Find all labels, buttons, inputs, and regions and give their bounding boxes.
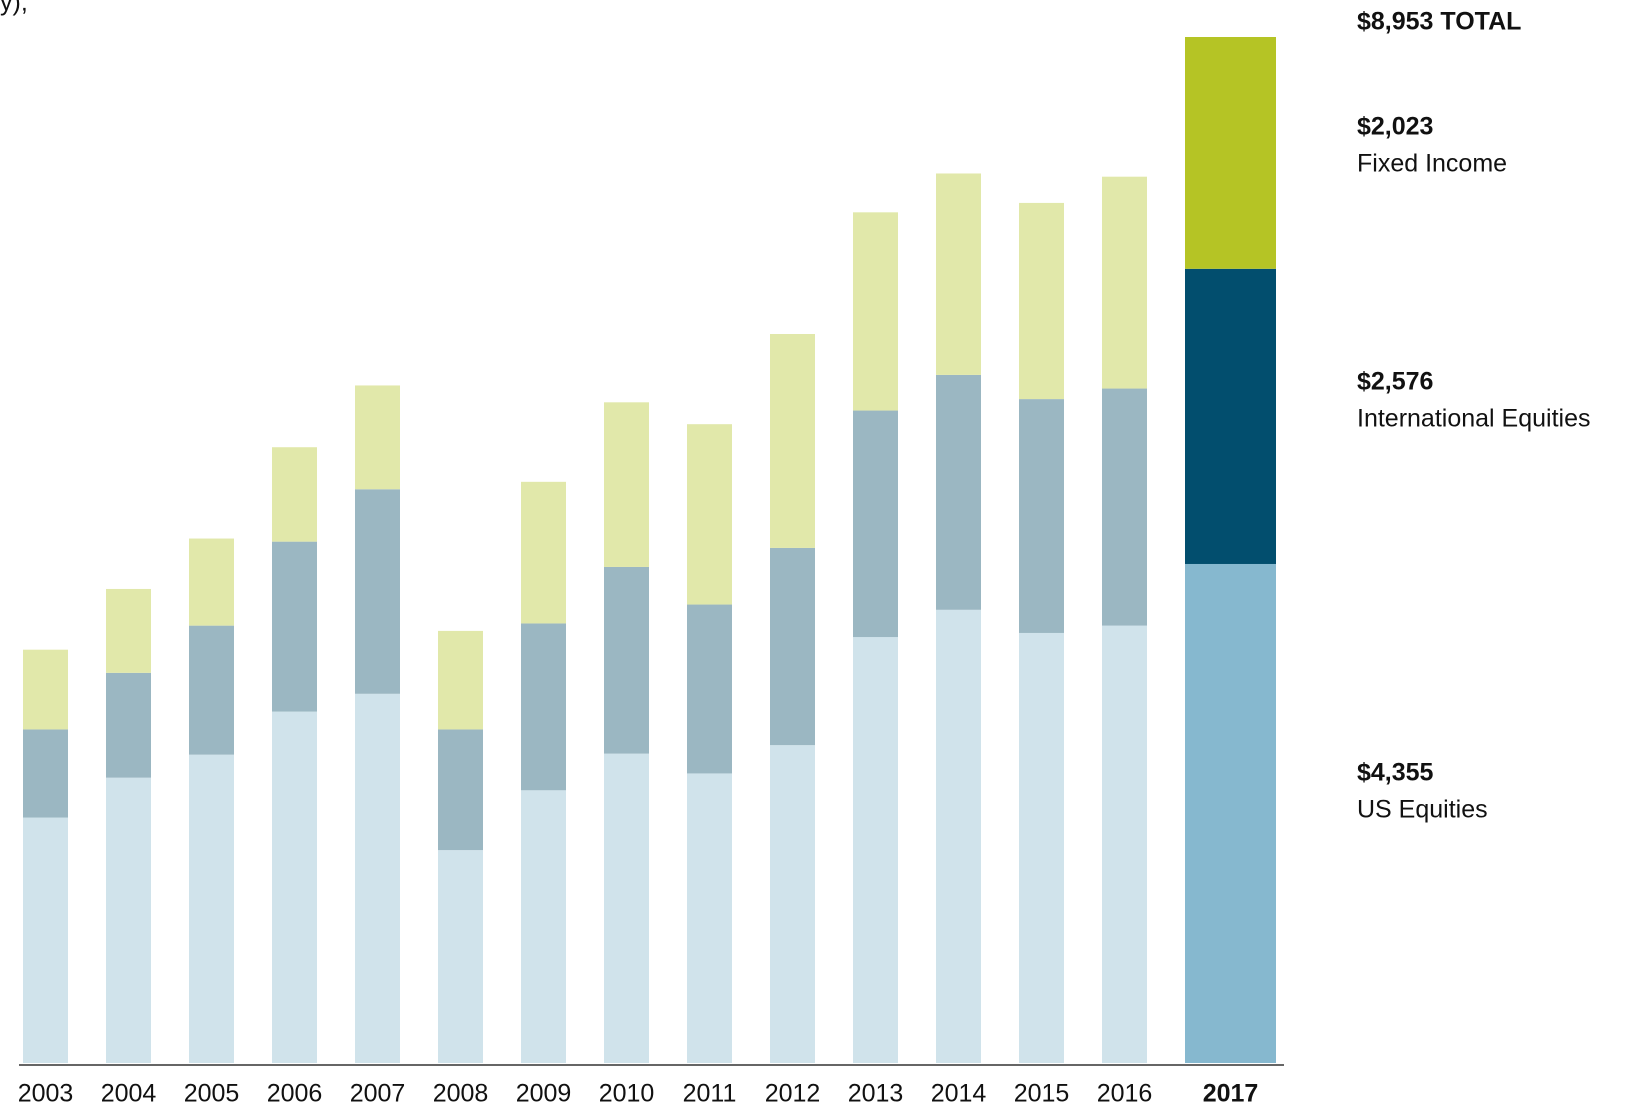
- x-tick-label: 2006: [267, 1080, 323, 1108]
- legend-label: International Equities: [1357, 405, 1590, 433]
- bar-segment: [521, 623, 566, 791]
- x-tick-label: 2003: [18, 1080, 74, 1108]
- bar-segment: [272, 447, 317, 542]
- bar-segment: [106, 672, 151, 778]
- x-tick-label: 2014: [931, 1080, 987, 1108]
- bar-segment: [687, 424, 732, 605]
- bar-segment: [1185, 37, 1276, 269]
- bar-segment: [604, 566, 649, 754]
- x-tick-label: 2013: [848, 1080, 904, 1108]
- bar-segment: [438, 729, 483, 851]
- bar-segment: [438, 630, 483, 730]
- legend-label: Fixed Income: [1357, 150, 1507, 178]
- bar-segment: [189, 754, 234, 1063]
- bar-segment: [770, 745, 815, 1063]
- x-tick-label: 2010: [599, 1080, 655, 1108]
- bar-segment: [1019, 399, 1064, 633]
- bar-segment: [23, 817, 68, 1063]
- bar-segment: [355, 489, 400, 694]
- legend-label: US Equities: [1357, 796, 1488, 824]
- bar-segment: [1102, 625, 1147, 1063]
- bar-segment: [1185, 268, 1276, 564]
- bar-segment: [604, 402, 649, 567]
- bar-segment: [770, 547, 815, 746]
- x-tick-label: 2005: [184, 1080, 240, 1108]
- value-label: $2,576: [1357, 368, 1433, 396]
- bar-segment: [687, 604, 732, 774]
- bar-segment: [770, 334, 815, 548]
- bar-segment: [189, 625, 234, 755]
- x-tick-label: 2004: [101, 1080, 157, 1108]
- bar-segment: [23, 729, 68, 818]
- bar-segment: [936, 609, 981, 1063]
- x-tick-label: 2016: [1097, 1080, 1153, 1108]
- bar-segment: [106, 588, 151, 673]
- bar-segment: [272, 541, 317, 712]
- bar-segment: [272, 711, 317, 1063]
- x-tick-label: 2015: [1014, 1080, 1070, 1108]
- bar-segment: [355, 385, 400, 490]
- bar-segment: [1185, 563, 1276, 1063]
- bar-segment: [1019, 202, 1064, 400]
- x-tick-label: 2017: [1203, 1080, 1259, 1108]
- x-tick-label: 2007: [350, 1080, 406, 1108]
- x-tick-label: 2009: [516, 1080, 572, 1108]
- value-label: $2,023: [1357, 113, 1433, 141]
- bar-segment: [521, 481, 566, 624]
- bar-segment: [1019, 632, 1064, 1063]
- bar-segment: [936, 374, 981, 610]
- bar-segment: [189, 538, 234, 626]
- bar-segment: [936, 173, 981, 375]
- bar-segment: [853, 637, 898, 1063]
- bar-segment: [853, 212, 898, 411]
- bar-segment: [1102, 388, 1147, 626]
- value-label: $4,355: [1357, 759, 1434, 787]
- bar-segment: [23, 649, 68, 730]
- bar-segment: [604, 753, 649, 1063]
- bar-segment: [687, 773, 732, 1063]
- bar-segment: [521, 790, 566, 1063]
- subtitle: y),: [0, 0, 28, 17]
- bar-segment: [106, 777, 151, 1063]
- total-label: $8,953 TOTAL: [1357, 8, 1521, 36]
- bar-segment: [438, 850, 483, 1063]
- x-tick-label: 2008: [433, 1080, 489, 1108]
- bar-segment: [355, 693, 400, 1063]
- x-tick-label: 2012: [765, 1080, 821, 1108]
- bar-segment: [1102, 176, 1147, 389]
- bar-segment: [853, 410, 898, 638]
- x-tick-label: 2011: [683, 1080, 737, 1108]
